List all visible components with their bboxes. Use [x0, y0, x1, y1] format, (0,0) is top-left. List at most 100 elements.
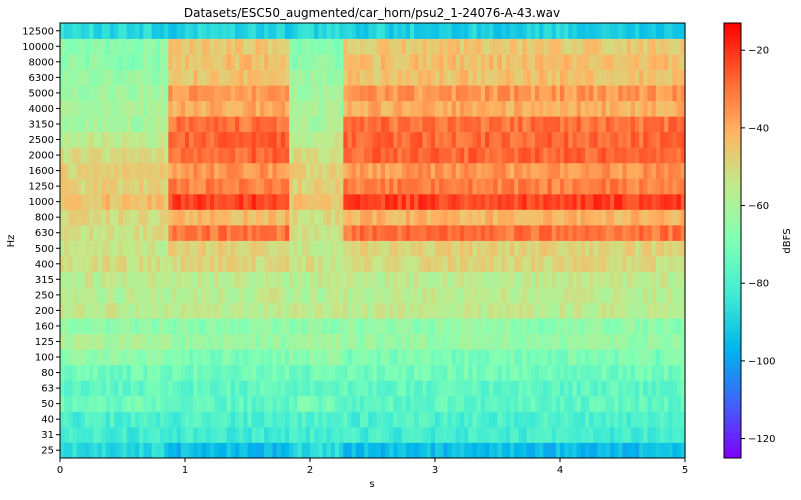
heatmap-cell: [280, 442, 286, 459]
heatmap-cell: [464, 395, 469, 412]
heatmap-cell: [255, 162, 261, 179]
heatmap-cell: [568, 193, 574, 210]
heatmap-cell: [168, 256, 174, 272]
heatmap-cell: [64, 209, 69, 226]
heatmap-cell: [672, 380, 678, 397]
heatmap-cell: [497, 54, 503, 71]
heatmap-cell: [668, 271, 674, 288]
heatmap-cell: [97, 131, 103, 148]
heatmap-cell: [472, 333, 478, 350]
heatmap-cell: [580, 147, 586, 164]
heatmap-cell: [597, 442, 603, 459]
heatmap-cell: [310, 147, 315, 164]
heatmap-cell: [651, 333, 657, 350]
heatmap-cell: [297, 302, 303, 319]
heatmap-cell: [568, 116, 574, 133]
heatmap-cell: [339, 131, 344, 148]
heatmap-cell: [522, 287, 528, 304]
heatmap-cell: [72, 395, 78, 412]
heatmap-cell: [643, 426, 649, 443]
heatmap-cell: [576, 380, 582, 397]
heatmap-cell: [589, 100, 594, 117]
heatmap-cell: [226, 442, 232, 459]
heatmap-cell: [380, 240, 386, 257]
heatmap-cell: [118, 318, 124, 335]
heatmap-cell: [372, 333, 378, 350]
heatmap-cell: [180, 54, 186, 71]
heatmap-cell: [176, 193, 182, 210]
heatmap-cell: [64, 54, 69, 71]
heatmap-cell: [114, 333, 119, 350]
heatmap-cell: [60, 69, 65, 86]
heatmap-cell: [422, 411, 428, 428]
heatmap-cell: [655, 23, 661, 39]
heatmap-cell: [201, 395, 207, 412]
heatmap-cell: [635, 178, 640, 195]
heatmap-cell: [85, 411, 90, 428]
heatmap-cell: [97, 38, 103, 55]
heatmap-cell: [393, 333, 399, 350]
heatmap-cell: [480, 54, 486, 71]
heatmap-cell: [510, 162, 515, 179]
heatmap-cell: [443, 147, 449, 164]
heatmap-cell: [410, 193, 415, 210]
heatmap-cell: [426, 426, 432, 443]
heatmap-cell: [443, 411, 449, 428]
heatmap-cell: [605, 411, 611, 428]
heatmap-cell: [439, 411, 444, 428]
heatmap-cell: [614, 116, 619, 133]
heatmap-cell: [355, 380, 361, 397]
heatmap-cell: [264, 411, 269, 428]
heatmap-cell: [560, 85, 565, 102]
heatmap-cell: [143, 209, 149, 226]
heatmap-cell: [185, 162, 190, 179]
heatmap-cell: [301, 162, 307, 179]
heatmap-cell: [105, 287, 111, 304]
heatmap-cell: [289, 271, 294, 288]
heatmap-cell: [472, 318, 478, 335]
heatmap-cell: [639, 224, 644, 241]
heatmap-cell: [368, 23, 374, 39]
heatmap-cell: [230, 116, 236, 133]
heatmap-cell: [422, 364, 428, 381]
heatmap-cell: [185, 364, 190, 381]
heatmap-cell: [89, 178, 94, 195]
heatmap-cell: [260, 318, 265, 335]
heatmap-cell: [430, 302, 436, 319]
heatmap-cell: [472, 395, 478, 412]
heatmap-cell: [447, 426, 453, 443]
heatmap-cell: [322, 287, 328, 304]
heatmap-cell: [426, 395, 432, 412]
heatmap-cell: [468, 224, 474, 241]
heatmap-cell: [589, 116, 594, 133]
heatmap-cell: [493, 287, 499, 304]
heatmap-cell: [668, 147, 674, 164]
heatmap-cell: [68, 364, 74, 381]
heatmap-cell: [251, 442, 257, 459]
heatmap-cell: [605, 364, 611, 381]
heatmap-cell: [630, 380, 636, 397]
heatmap-cell: [264, 131, 269, 148]
heatmap-cell: [205, 116, 211, 133]
heatmap-cell: [189, 318, 194, 335]
heatmap-cell: [364, 116, 369, 133]
heatmap-cell: [660, 333, 665, 350]
heatmap-cell: [651, 256, 657, 272]
chart-title: Datasets/ESC50_augmented/car_horn/psu2_1…: [184, 6, 560, 20]
heatmap-cell: [372, 256, 378, 272]
heatmap-cell: [560, 271, 565, 288]
heatmap-cell: [280, 178, 286, 195]
heatmap-cell: [639, 38, 644, 55]
heatmap-cell: [64, 38, 69, 55]
heatmap-cell: [218, 240, 224, 257]
heatmap-cell: [393, 302, 399, 319]
heatmap-cell: [668, 69, 674, 86]
heatmap-cell: [293, 364, 299, 381]
heatmap-cell: [605, 224, 611, 241]
heatmap-cell: [335, 116, 340, 133]
heatmap-cell: [126, 364, 132, 381]
heatmap-cell: [276, 116, 282, 133]
heatmap-cell: [414, 380, 419, 397]
heatmap-cell: [218, 54, 224, 71]
heatmap-cell: [680, 224, 686, 241]
